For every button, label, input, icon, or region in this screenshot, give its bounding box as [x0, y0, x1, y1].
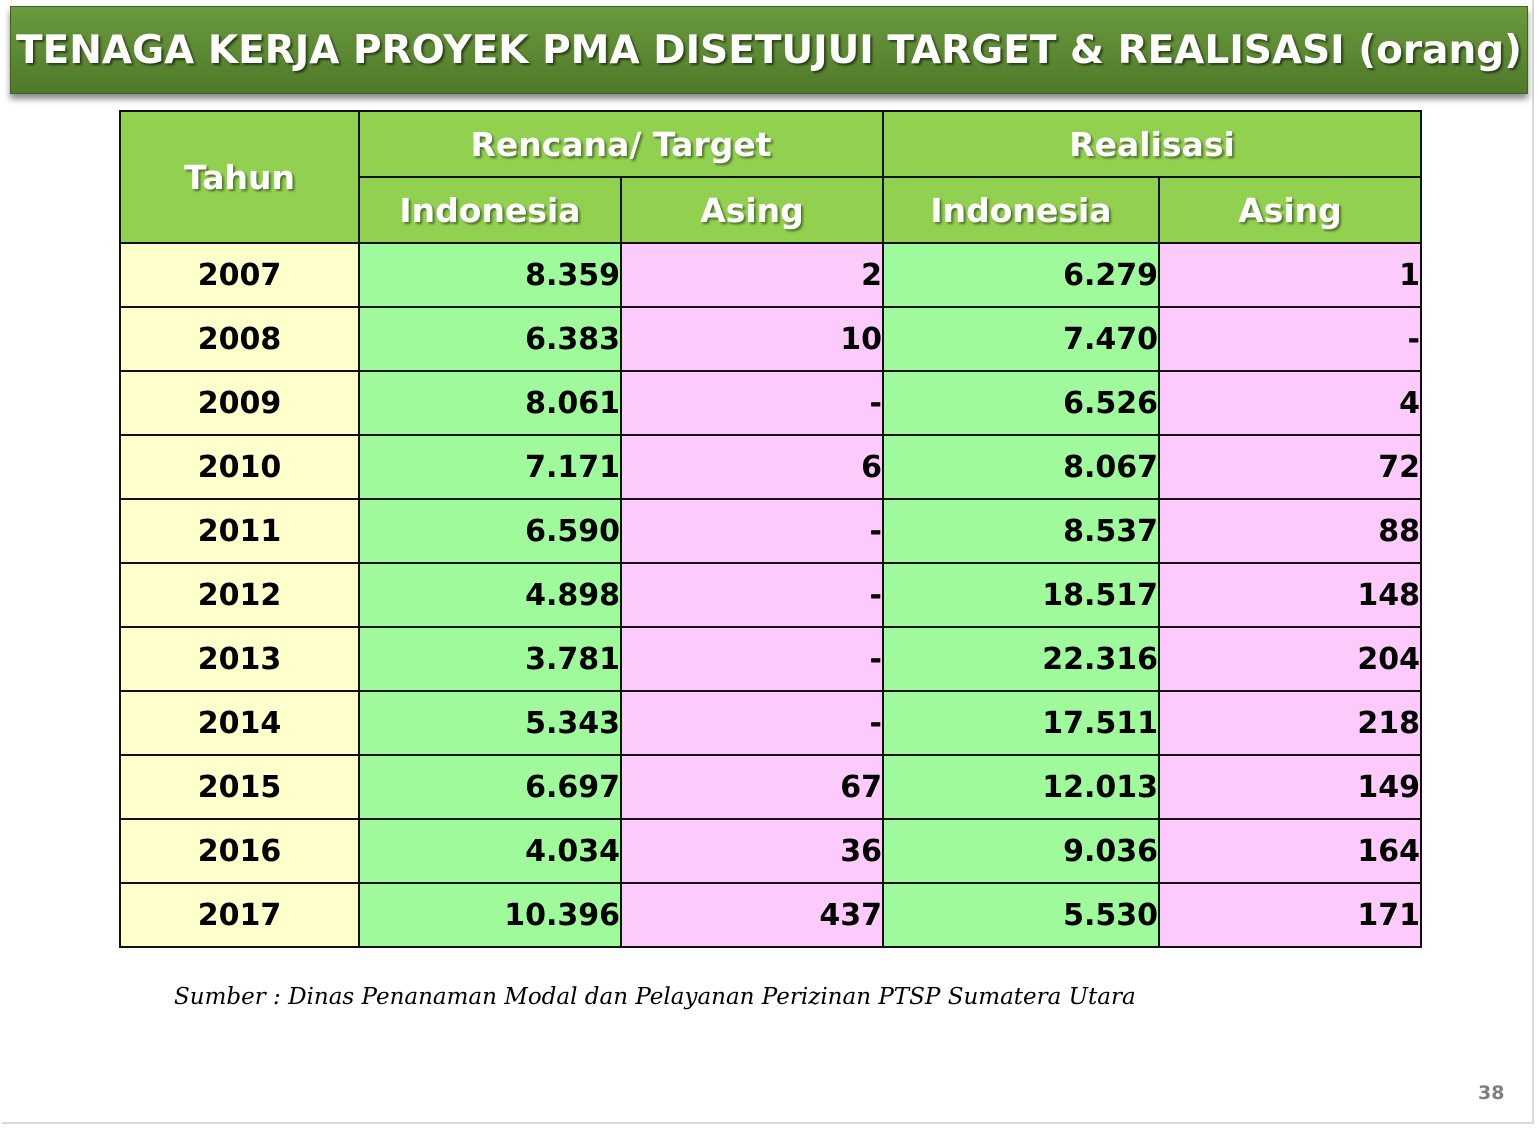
realisasi-indonesia-cell: 22.316 [882, 626, 1160, 692]
realisasi-indonesia-cell: 6.526 [882, 370, 1160, 436]
table-row: 2008 6.383 10 7.470 - [119, 306, 1422, 372]
target-indonesia-cell: 10.396 [358, 882, 622, 948]
year-cell: 2015 [119, 754, 360, 820]
realisasi-asing-cell: 204 [1158, 626, 1422, 692]
year-cell: 2017 [119, 882, 360, 948]
table-row: 2015 6.697 67 12.013 149 [119, 754, 1422, 820]
table-row: 2013 3.781 - 22.316 204 [119, 626, 1422, 692]
target-asing-cell: - [620, 498, 884, 564]
target-asing-cell: 437 [620, 882, 884, 948]
target-indonesia-cell: 8.061 [358, 370, 622, 436]
table-row: 2007 8.359 2 6.279 1 [119, 242, 1422, 308]
table-row: 2016 4.034 36 9.036 164 [119, 818, 1422, 884]
target-asing-cell: 10 [620, 306, 884, 372]
table-row: 2017 10.396 437 5.530 171 [119, 882, 1422, 948]
target-indonesia-cell: 6.383 [358, 306, 622, 372]
year-cell: 2011 [119, 498, 360, 564]
year-header: Tahun [119, 110, 360, 244]
target-indonesia-cell: 8.359 [358, 242, 622, 308]
realisasi-asing-cell: 171 [1158, 882, 1422, 948]
realisasi-asing-header: Asing [1158, 176, 1422, 244]
realisasi-asing-cell: - [1158, 306, 1422, 372]
title-bar: TENAGA KERJA PROYEK PMA DISETUJUI TARGET… [10, 6, 1528, 94]
table-row: 2010 7.171 6 8.067 72 [119, 434, 1422, 500]
target-indonesia-cell: 3.781 [358, 626, 622, 692]
target-asing-cell: - [620, 562, 884, 628]
target-indonesia-cell: 6.697 [358, 754, 622, 820]
target-asing-cell: - [620, 690, 884, 756]
realisasi-asing-cell: 164 [1158, 818, 1422, 884]
realisasi-asing-cell: 218 [1158, 690, 1422, 756]
realisasi-indonesia-cell: 6.279 [882, 242, 1160, 308]
year-cell: 2016 [119, 818, 360, 884]
target-asing-cell: 36 [620, 818, 884, 884]
year-cell: 2010 [119, 434, 360, 500]
target-group-header: Rencana/ Target [358, 110, 884, 178]
source-note: Sumber : Dinas Penanaman Modal dan Pelay… [174, 984, 1136, 1010]
realisasi-asing-cell: 72 [1158, 434, 1422, 500]
slide-title: TENAGA KERJA PROYEK PMA DISETUJUI TARGET… [16, 27, 1522, 73]
realisasi-asing-cell: 148 [1158, 562, 1422, 628]
year-cell: 2007 [119, 242, 360, 308]
table-row: 2014 5.343 - 17.511 218 [119, 690, 1422, 756]
realisasi-indonesia-cell: 17.511 [882, 690, 1160, 756]
table-row: 2009 8.061 - 6.526 4 [119, 370, 1422, 436]
realisasi-indonesia-cell: 12.013 [882, 754, 1160, 820]
realisasi-indonesia-cell: 9.036 [882, 818, 1160, 884]
realisasi-asing-cell: 1 [1158, 242, 1422, 308]
target-asing-cell: - [620, 370, 884, 436]
data-table: Tahun Rencana/ Target Realisasi Indonesi… [119, 110, 1422, 948]
realisasi-indonesia-cell: 8.537 [882, 498, 1160, 564]
year-cell: 2012 [119, 562, 360, 628]
year-cell: 2014 [119, 690, 360, 756]
realisasi-indonesia-cell: 7.470 [882, 306, 1160, 372]
target-asing-cell: 2 [620, 242, 884, 308]
year-cell: 2013 [119, 626, 360, 692]
target-indonesia-cell: 6.590 [358, 498, 622, 564]
table-row: 2012 4.898 - 18.517 148 [119, 562, 1422, 628]
realisasi-indonesia-cell: 5.530 [882, 882, 1160, 948]
target-asing-cell: 67 [620, 754, 884, 820]
target-asing-cell: - [620, 626, 884, 692]
realisasi-indonesia-header: Indonesia [882, 176, 1160, 244]
target-asing-header: Asing [620, 176, 884, 244]
realisasi-indonesia-cell: 18.517 [882, 562, 1160, 628]
table-body: 2007 8.359 2 6.279 1 2008 6.383 10 7.470… [119, 242, 1422, 948]
table-row: 2011 6.590 - 8.537 88 [119, 498, 1422, 564]
realisasi-group-header: Realisasi [882, 110, 1422, 178]
target-asing-cell: 6 [620, 434, 884, 500]
year-cell: 2008 [119, 306, 360, 372]
target-indonesia-header: Indonesia [358, 176, 622, 244]
target-indonesia-cell: 5.343 [358, 690, 622, 756]
target-indonesia-cell: 4.034 [358, 818, 622, 884]
target-indonesia-cell: 7.171 [358, 434, 622, 500]
year-cell: 2009 [119, 370, 360, 436]
realisasi-asing-cell: 4 [1158, 370, 1422, 436]
realisasi-indonesia-cell: 8.067 [882, 434, 1160, 500]
realisasi-asing-cell: 88 [1158, 498, 1422, 564]
realisasi-asing-cell: 149 [1158, 754, 1422, 820]
target-indonesia-cell: 4.898 [358, 562, 622, 628]
page-number: 38 [1478, 1082, 1505, 1104]
